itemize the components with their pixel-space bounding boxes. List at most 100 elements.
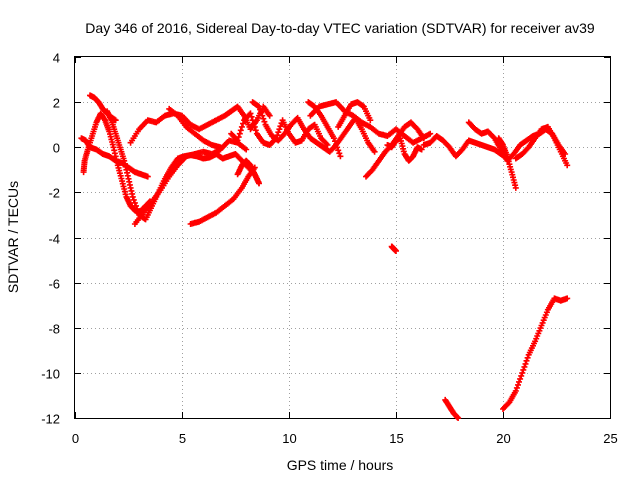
series-tr23 — [500, 295, 571, 412]
data-point — [371, 148, 378, 155]
y-tick-label: 0 — [53, 141, 60, 156]
data-point — [234, 137, 241, 144]
series-tr6 — [127, 103, 273, 146]
x-axis-label: GPS time / hours — [287, 457, 394, 473]
data-point — [135, 208, 142, 215]
series-tr14 — [335, 99, 374, 130]
y-tick-label: -12 — [41, 412, 60, 427]
data-point — [256, 180, 262, 187]
data-point — [337, 153, 344, 160]
data-point — [130, 196, 137, 203]
y-tick-label: -4 — [48, 232, 60, 247]
y-tick-label: -10 — [41, 367, 60, 382]
data-point — [335, 147, 342, 154]
data-point — [519, 369, 526, 376]
data-point — [455, 415, 462, 421]
series-tr16 — [384, 135, 425, 164]
data-point — [260, 115, 267, 122]
data-point — [236, 130, 243, 137]
data-point — [367, 117, 374, 124]
data-point — [134, 205, 141, 212]
data-point — [129, 193, 136, 200]
series-tr8 — [187, 164, 258, 227]
axis-ticks — [75, 57, 611, 419]
data-point — [518, 372, 525, 379]
data-point — [247, 110, 254, 117]
series-tr9 — [234, 157, 262, 187]
data-point — [131, 199, 138, 206]
data-point — [217, 144, 224, 151]
y-tick-label: 4 — [53, 51, 60, 66]
data-point — [330, 135, 337, 142]
data-point — [418, 146, 425, 153]
data-point — [517, 375, 524, 382]
data-point — [323, 140, 330, 147]
data-point — [512, 387, 519, 394]
data-point — [427, 130, 434, 137]
data-point — [238, 123, 245, 130]
data-point — [524, 354, 531, 361]
data-point — [521, 363, 528, 370]
data-point — [250, 120, 257, 127]
data-point — [256, 103, 262, 110]
y-tick-label: -8 — [48, 322, 60, 337]
data-point — [248, 113, 255, 120]
series-tr2 — [80, 110, 153, 216]
data-point — [261, 118, 268, 125]
data-point — [516, 378, 522, 385]
data-marks — [78, 92, 571, 421]
x-tick-label: 15 — [389, 431, 403, 446]
data-point — [393, 248, 399, 254]
data-point — [515, 381, 521, 388]
data-point — [275, 129, 282, 136]
series-tr22 — [442, 396, 462, 421]
data-point — [336, 150, 343, 157]
series-tr11 — [249, 99, 378, 155]
series-tr19 — [495, 135, 519, 191]
series-tr7 — [166, 105, 224, 151]
data-point — [512, 184, 519, 191]
data-point — [259, 112, 266, 119]
data-point — [522, 360, 529, 367]
x-tick-label: 5 — [179, 431, 186, 446]
x-tick-labels: 0 5 10 15 20 25 — [72, 431, 618, 446]
y-tick-label: 2 — [53, 96, 60, 111]
data-point — [277, 123, 284, 130]
data-point — [276, 126, 283, 133]
data-point — [235, 134, 242, 141]
series-tr13 — [305, 99, 344, 160]
data-point — [251, 123, 258, 130]
data-point — [332, 138, 338, 145]
data-point — [266, 112, 273, 119]
data-point — [258, 109, 265, 116]
chart-title: Day 346 of 2016, Sidereal Day-to-day VTE… — [85, 20, 595, 36]
x-tick-label: 25 — [603, 431, 617, 446]
series-tr20 — [512, 123, 571, 169]
y-axis-label: SDTVAR / TECUs — [5, 181, 21, 293]
data-point — [324, 142, 331, 148]
data-point — [240, 120, 246, 127]
x-tick-label: 20 — [496, 431, 510, 446]
x-tick-label: 10 — [282, 431, 296, 446]
y-tick-labels: -12 -10 -8 -6 -4 -2 0 2 4 — [41, 51, 60, 427]
data-point — [564, 295, 571, 302]
data-point — [334, 144, 341, 151]
data-point — [252, 127, 259, 134]
data-point — [513, 384, 520, 391]
y-tick-label: -6 — [48, 277, 60, 292]
series-tr21 — [388, 243, 399, 254]
plot-frame — [74, 56, 611, 419]
data-point — [333, 141, 340, 148]
x-tick-label: 0 — [72, 431, 79, 446]
data-point — [523, 357, 530, 364]
data-point — [257, 106, 264, 113]
data-point — [520, 366, 527, 373]
y-tick-label: -2 — [48, 186, 60, 201]
data-point — [243, 146, 250, 153]
data-point — [133, 202, 139, 209]
data-point — [564, 162, 571, 169]
grid — [75, 57, 610, 418]
data-point — [420, 135, 427, 142]
data-point — [144, 173, 151, 180]
